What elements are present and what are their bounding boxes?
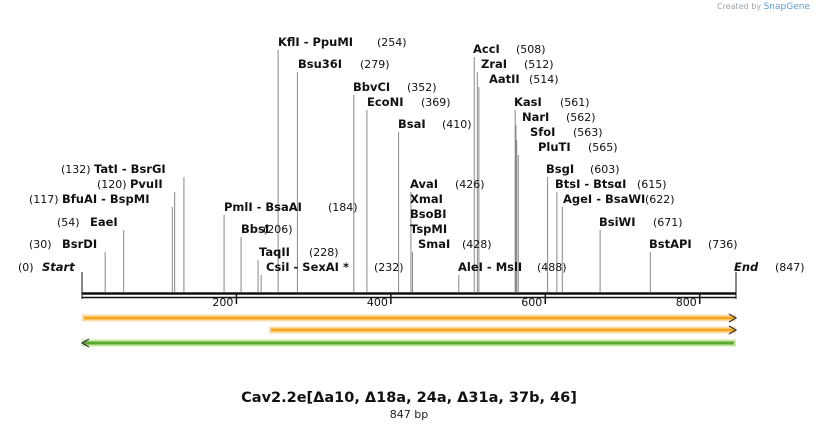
site-position: (120) [97, 178, 127, 191]
site-position: (117) [29, 193, 59, 206]
site-label-kfli[interactable]: KflI - PpuMI [278, 35, 353, 49]
ruler-tick-label: 400 [367, 296, 388, 309]
map-title: Cav2.2e[Δa10, Δ18a, 24a, Δ31a, 37b, 46] [241, 390, 577, 406]
site-position: (561) [560, 96, 590, 109]
site-position: (514) [529, 73, 559, 86]
site-position: (428) [462, 238, 492, 251]
site-label-bsai[interactable]: BsaI [398, 117, 426, 131]
snapgene-logo-text: SnapGene [763, 2, 810, 12]
site-label-zrai[interactable]: ZraI [481, 57, 507, 71]
feature-3-arrow[interactable] [80, 338, 736, 348]
site-label-btsi[interactable]: BtsI - BtsαI [555, 177, 626, 191]
site-label-bsiwi[interactable]: BsiWI [599, 215, 636, 229]
end-position: (847) [775, 261, 805, 274]
site-label-aatii[interactable]: AatII [489, 72, 520, 86]
credit-prefix: Created by [717, 2, 762, 11]
site-label-pmli[interactable]: PmlI - BsaAI [224, 200, 302, 214]
site-label-kasi[interactable]: KasI [514, 95, 542, 109]
site-label-bsrdi[interactable]: BsrDI [62, 237, 97, 251]
site-label-tspmi[interactable]: TspMI [410, 222, 447, 236]
feature-arrows [80, 313, 738, 348]
site-label-bsgi[interactable]: BsgI [546, 162, 574, 176]
site-position: (279) [360, 58, 390, 71]
site-position: (184) [328, 201, 358, 214]
feature-2-arrow[interactable] [268, 325, 738, 335]
site-label-bfuai[interactable]: BfuAI - BspMI [62, 192, 149, 206]
sequence-length: 847 bp [389, 408, 429, 421]
feature-3-arrowhead [80, 338, 90, 348]
site-label-taqii[interactable]: TaqII [259, 245, 290, 259]
site-position: (488) [537, 261, 567, 274]
site-label-pvuii[interactable]: PvuII [130, 177, 163, 191]
site-label-bbsi[interactable]: BbsI [241, 222, 269, 236]
site-position: (228) [309, 246, 339, 259]
site-position: (508) [516, 43, 546, 56]
site-label-bstapi[interactable]: BstAPI [649, 237, 692, 251]
snapgene-credit: Created by SnapGene [717, 2, 810, 12]
site-position: (254) [377, 36, 407, 49]
site-label-eaei[interactable]: EaeI [90, 215, 118, 229]
site-position: (736) [708, 238, 738, 251]
site-label-pluti[interactable]: PluTI [538, 140, 571, 154]
start-label: Start [42, 260, 75, 274]
feature-1-arrow[interactable] [82, 313, 738, 323]
site-position: (232) [374, 261, 404, 274]
feature-1-arrowhead [728, 313, 738, 323]
site-label-xmai[interactable]: XmaI [410, 192, 443, 206]
site-position: (603) [590, 163, 620, 176]
site-position: (671) [653, 216, 683, 229]
site-leader-lines [104, 50, 651, 292]
site-label-sfoi[interactable]: SfoI [530, 125, 555, 139]
site-label-nari[interactable]: NarI [522, 110, 549, 124]
site-position: (426) [455, 178, 485, 191]
site-label-agei[interactable]: AgeI - BsaWI [563, 192, 645, 206]
site-position: (369) [421, 96, 451, 109]
site-position: (512) [524, 58, 554, 71]
site-position: (30) [29, 238, 52, 251]
site-position: (563) [573, 126, 603, 139]
site-label-bsobi[interactable]: BsoBI [410, 207, 447, 221]
site-label-csii[interactable]: CsiI - SexAI * [266, 260, 349, 274]
site-label-bbvci[interactable]: BbvCI [353, 80, 390, 94]
site-label-alei[interactable]: AleI - MslI [458, 260, 522, 274]
site-position: (352) [407, 81, 437, 94]
end-label: End [734, 260, 759, 274]
site-position: (565) [588, 141, 618, 154]
site-position: (132) [61, 163, 91, 176]
site-label-acci[interactable]: AccI [473, 42, 500, 56]
site-label-avai[interactable]: AvaI [410, 177, 438, 191]
site-label-econi[interactable]: EcoNI [367, 95, 403, 109]
site-position: (206) [263, 223, 293, 236]
site-position: (622) [645, 193, 675, 206]
site-label-tati[interactable]: TatI - BsrGI [94, 162, 166, 176]
site-position: (410) [442, 118, 472, 131]
start-position: (0) [18, 261, 34, 274]
ruler-tick-label: 800 [676, 296, 697, 309]
feature-2-arrowhead [728, 325, 738, 335]
site-label-bsu36i[interactable]: Bsu36I [298, 57, 342, 71]
dna-backbone [81, 272, 737, 299]
site-label-smai[interactable]: SmaI [418, 237, 450, 251]
site-position: (54) [57, 216, 80, 229]
ruler-tick-label: 600 [521, 296, 542, 309]
site-position: (562) [566, 111, 596, 124]
ruler-tick-label: 200 [212, 296, 233, 309]
site-labels: BsrDI (30) EaeI (54) BfuAI - BspMI(117) PvuII… [29, 35, 738, 274]
site-position: (615) [637, 178, 667, 191]
ruler-ticks: 200 400 600 800 [212, 293, 701, 309]
